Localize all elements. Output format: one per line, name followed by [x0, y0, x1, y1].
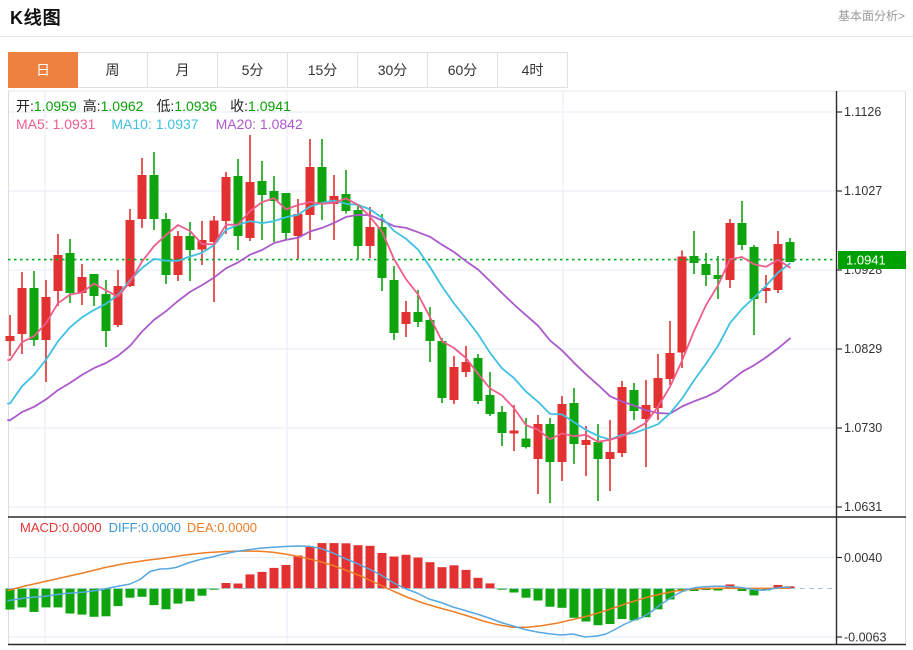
svg-text:1.0631: 1.0631: [844, 500, 882, 514]
svg-text:1.0730: 1.0730: [844, 421, 882, 435]
svg-text:1.0941: 1.0941: [846, 253, 886, 268]
svg-text:0.0040: 0.0040: [844, 551, 882, 565]
svg-text:1.1027: 1.1027: [844, 184, 882, 198]
svg-text:1.1126: 1.1126: [844, 105, 881, 119]
svg-text:-0.0063: -0.0063: [844, 631, 886, 645]
svg-text:1.0829: 1.0829: [844, 342, 882, 356]
